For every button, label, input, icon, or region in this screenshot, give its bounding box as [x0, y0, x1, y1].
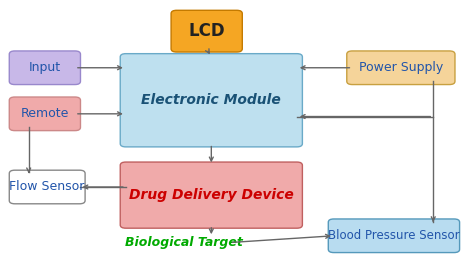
Text: Remote: Remote — [21, 107, 69, 120]
Text: Electronic Module: Electronic Module — [141, 93, 281, 107]
FancyBboxPatch shape — [9, 97, 81, 131]
Text: Drug Delivery Device: Drug Delivery Device — [129, 188, 294, 202]
FancyBboxPatch shape — [171, 10, 242, 52]
FancyBboxPatch shape — [9, 51, 81, 85]
Text: Biological Target: Biological Target — [125, 236, 243, 249]
Text: LCD: LCD — [188, 22, 225, 40]
Text: Input: Input — [29, 61, 61, 74]
Text: Blood Pressure Sensor: Blood Pressure Sensor — [328, 229, 460, 242]
FancyBboxPatch shape — [328, 219, 460, 253]
FancyBboxPatch shape — [347, 51, 455, 85]
Text: Power Supply: Power Supply — [359, 61, 443, 74]
Text: Flow Sensor: Flow Sensor — [9, 180, 85, 193]
FancyBboxPatch shape — [120, 162, 302, 228]
FancyBboxPatch shape — [9, 170, 85, 204]
FancyBboxPatch shape — [120, 54, 302, 147]
